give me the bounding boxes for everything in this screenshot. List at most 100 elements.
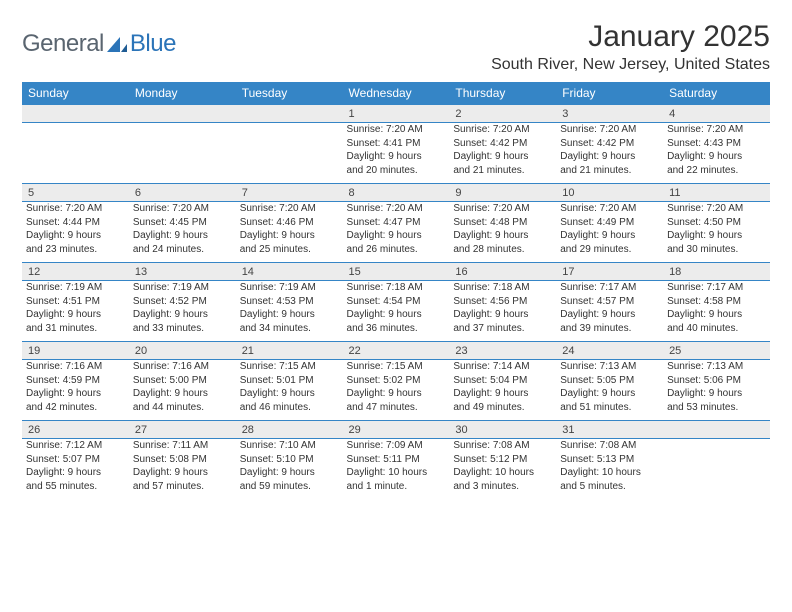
day-detail-line: Daylight: 9 hours — [453, 387, 552, 401]
day-detail-line: Daylight: 9 hours — [667, 308, 766, 322]
day-cell: Sunrise: 7:20 AMSunset: 4:42 PMDaylight:… — [556, 123, 663, 184]
day-detail-line: Sunrise: 7:15 AM — [347, 360, 446, 374]
day-number — [236, 105, 343, 123]
day-detail-line — [667, 480, 766, 494]
week-detail-row: Sunrise: 7:12 AMSunset: 5:07 PMDaylight:… — [22, 439, 770, 500]
day-number: 30 — [449, 421, 556, 439]
day-detail-line: Daylight: 9 hours — [26, 466, 125, 480]
day-cell: Sunrise: 7:12 AMSunset: 5:07 PMDaylight:… — [22, 439, 129, 500]
day-detail-line: Sunrise: 7:17 AM — [667, 281, 766, 295]
header: General Blue January 2025 South River, N… — [22, 20, 770, 74]
week-detail-row: Sunrise: 7:19 AMSunset: 4:51 PMDaylight:… — [22, 281, 770, 342]
day-detail-line: Daylight: 9 hours — [240, 466, 339, 480]
day-detail-line: and 25 minutes. — [240, 243, 339, 257]
day-cell: Sunrise: 7:19 AMSunset: 4:51 PMDaylight:… — [22, 281, 129, 342]
day-cell: Sunrise: 7:19 AMSunset: 4:52 PMDaylight:… — [129, 281, 236, 342]
day-detail-line: and 22 minutes. — [667, 164, 766, 178]
day-cell: Sunrise: 7:19 AMSunset: 4:53 PMDaylight:… — [236, 281, 343, 342]
day-detail-line: and 26 minutes. — [347, 243, 446, 257]
day-detail-line — [667, 439, 766, 453]
day-detail-line: Sunset: 5:01 PM — [240, 374, 339, 388]
day-number: 19 — [22, 342, 129, 360]
day-detail-line: and 42 minutes. — [26, 401, 125, 415]
day-cell — [22, 123, 129, 184]
day-detail-line: Sunset: 4:54 PM — [347, 295, 446, 309]
day-detail-line: Daylight: 9 hours — [347, 150, 446, 164]
day-detail-line: Daylight: 9 hours — [667, 150, 766, 164]
day-number: 21 — [236, 342, 343, 360]
day-header: Wednesday — [343, 82, 450, 105]
day-cell: Sunrise: 7:20 AMSunset: 4:43 PMDaylight:… — [663, 123, 770, 184]
day-cell: Sunrise: 7:17 AMSunset: 4:58 PMDaylight:… — [663, 281, 770, 342]
day-number: 22 — [343, 342, 450, 360]
day-detail-line: and 59 minutes. — [240, 480, 339, 494]
day-detail-line: Sunset: 4:45 PM — [133, 216, 232, 230]
day-number: 15 — [343, 263, 450, 281]
day-detail-line: Sunrise: 7:12 AM — [26, 439, 125, 453]
day-detail-line — [133, 123, 232, 137]
day-detail-line: Daylight: 9 hours — [560, 308, 659, 322]
day-detail-line — [240, 164, 339, 178]
day-detail-line: Sunrise: 7:16 AM — [133, 360, 232, 374]
day-detail-line: Sunset: 4:50 PM — [667, 216, 766, 230]
day-detail-line — [26, 164, 125, 178]
day-detail-line: and 23 minutes. — [26, 243, 125, 257]
day-cell: Sunrise: 7:20 AMSunset: 4:41 PMDaylight:… — [343, 123, 450, 184]
day-detail-line: Daylight: 9 hours — [240, 308, 339, 322]
day-detail-line: Sunrise: 7:17 AM — [560, 281, 659, 295]
day-detail-line: Sunset: 4:53 PM — [240, 295, 339, 309]
day-detail-line: Sunset: 4:43 PM — [667, 137, 766, 151]
day-detail-line: Sunset: 5:05 PM — [560, 374, 659, 388]
day-number — [22, 105, 129, 123]
day-number: 11 — [663, 184, 770, 202]
day-cell — [236, 123, 343, 184]
day-detail-line — [240, 137, 339, 151]
day-detail-line: Sunrise: 7:16 AM — [26, 360, 125, 374]
day-detail-line: Sunrise: 7:13 AM — [667, 360, 766, 374]
day-detail-line: and 46 minutes. — [240, 401, 339, 415]
day-number: 5 — [22, 184, 129, 202]
day-detail-line: Sunset: 5:13 PM — [560, 453, 659, 467]
day-detail-line: and 51 minutes. — [560, 401, 659, 415]
day-header-row: SundayMondayTuesdayWednesdayThursdayFrid… — [22, 82, 770, 105]
day-detail-line: Sunrise: 7:20 AM — [560, 123, 659, 137]
day-detail-line — [26, 150, 125, 164]
day-cell: Sunrise: 7:20 AMSunset: 4:45 PMDaylight:… — [129, 202, 236, 263]
day-detail-line: Daylight: 9 hours — [453, 150, 552, 164]
day-detail-line: Sunset: 5:12 PM — [453, 453, 552, 467]
day-header: Saturday — [663, 82, 770, 105]
day-detail-line: and 40 minutes. — [667, 322, 766, 336]
day-detail-line: Sunrise: 7:20 AM — [667, 123, 766, 137]
day-cell: Sunrise: 7:16 AMSunset: 5:00 PMDaylight:… — [129, 360, 236, 421]
day-detail-line: Daylight: 9 hours — [560, 229, 659, 243]
day-cell: Sunrise: 7:14 AMSunset: 5:04 PMDaylight:… — [449, 360, 556, 421]
day-detail-line: Daylight: 9 hours — [240, 229, 339, 243]
day-cell: Sunrise: 7:13 AMSunset: 5:06 PMDaylight:… — [663, 360, 770, 421]
week-detail-row: Sunrise: 7:20 AMSunset: 4:44 PMDaylight:… — [22, 202, 770, 263]
day-detail-line: Sunset: 4:46 PM — [240, 216, 339, 230]
day-header: Sunday — [22, 82, 129, 105]
day-detail-line: Sunrise: 7:11 AM — [133, 439, 232, 453]
day-detail-line: Daylight: 9 hours — [133, 387, 232, 401]
day-detail-line: Daylight: 9 hours — [560, 150, 659, 164]
day-detail-line: Sunrise: 7:14 AM — [453, 360, 552, 374]
day-detail-line: and 3 minutes. — [453, 480, 552, 494]
day-detail-line: Daylight: 10 hours — [347, 466, 446, 480]
day-number: 28 — [236, 421, 343, 439]
day-header: Monday — [129, 82, 236, 105]
day-header: Thursday — [449, 82, 556, 105]
day-detail-line: and 24 minutes. — [133, 243, 232, 257]
day-detail-line: Sunset: 4:51 PM — [26, 295, 125, 309]
day-detail-line: and 33 minutes. — [133, 322, 232, 336]
day-detail-line: Daylight: 10 hours — [453, 466, 552, 480]
day-detail-line: and 5 minutes. — [560, 480, 659, 494]
day-detail-line: and 37 minutes. — [453, 322, 552, 336]
day-detail-line — [133, 164, 232, 178]
day-detail-line: and 21 minutes. — [560, 164, 659, 178]
day-detail-line: Daylight: 9 hours — [347, 387, 446, 401]
day-number: 7 — [236, 184, 343, 202]
day-number: 8 — [343, 184, 450, 202]
day-detail-line: Sunset: 5:08 PM — [133, 453, 232, 467]
day-detail-line: Daylight: 9 hours — [240, 387, 339, 401]
day-cell: Sunrise: 7:20 AMSunset: 4:50 PMDaylight:… — [663, 202, 770, 263]
